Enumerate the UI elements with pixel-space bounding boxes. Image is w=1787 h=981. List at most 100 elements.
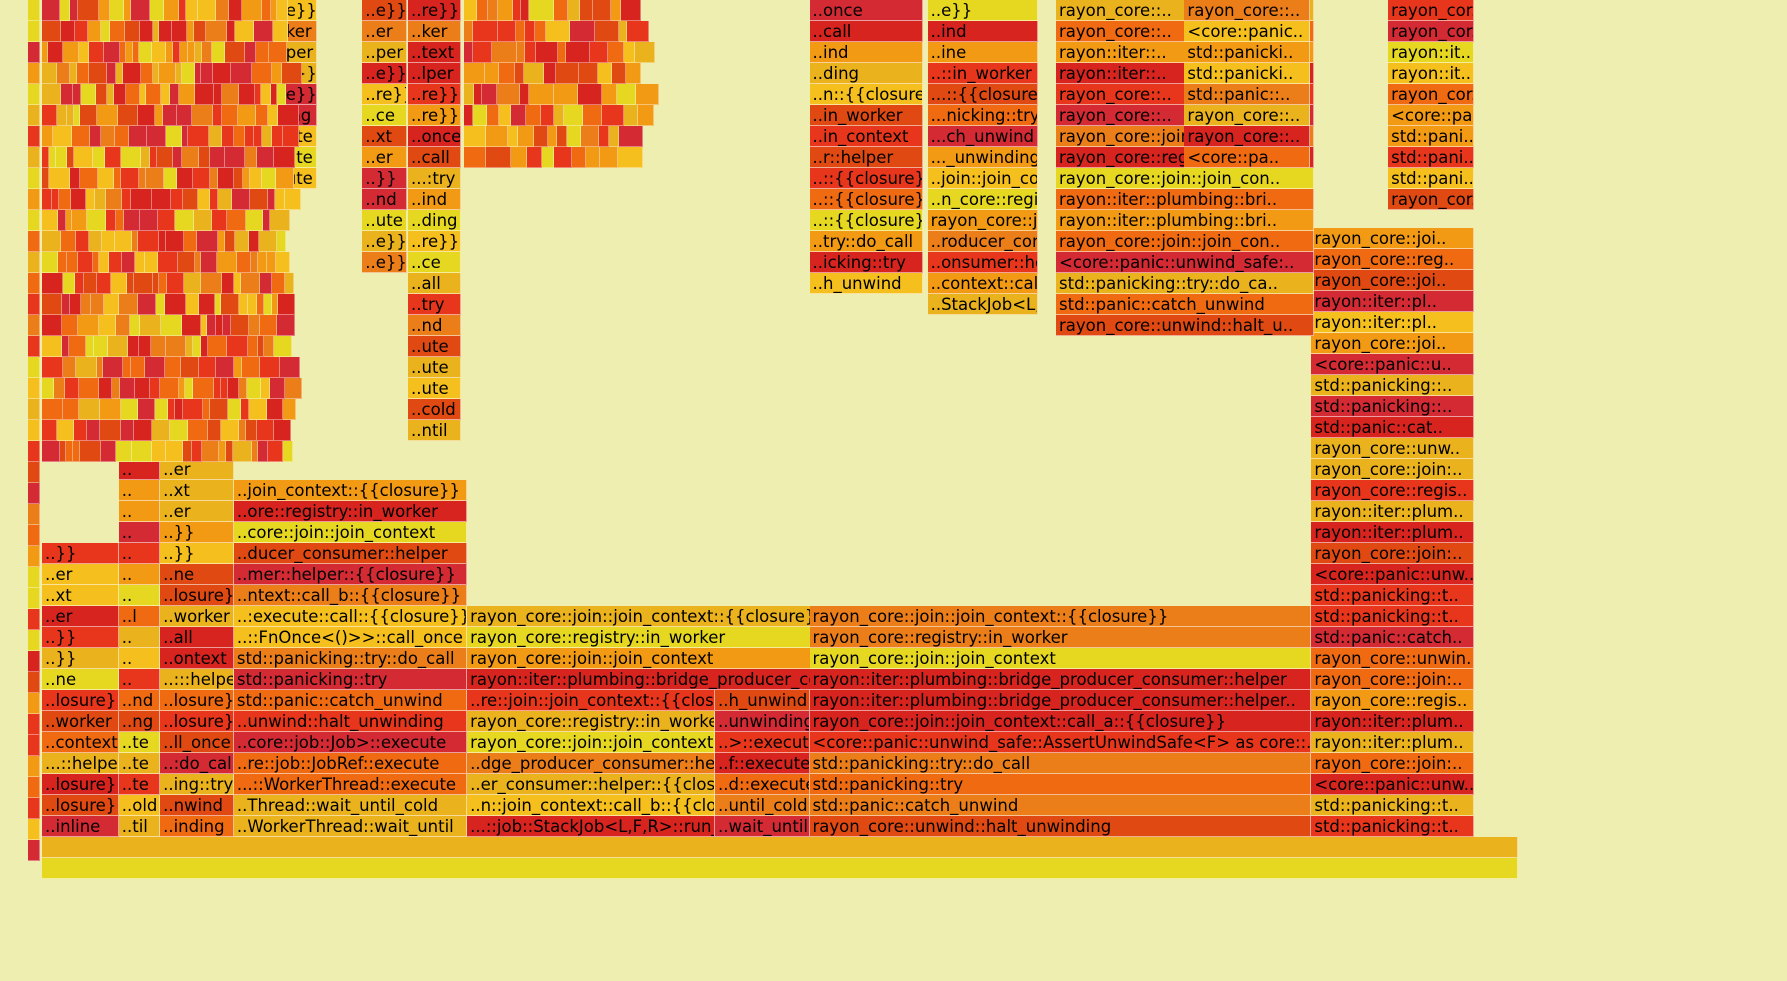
- flame-frame-sliver[interactable]: [116, 210, 124, 231]
- flame-frame-sliver[interactable]: [485, 63, 500, 84]
- flame-frame-sliver[interactable]: [268, 105, 278, 126]
- flame-frame-sliver[interactable]: [609, 126, 620, 147]
- flame-frame[interactable]: ..h_unwind: [809, 273, 924, 294]
- flame-frame[interactable]: ..core::job::Job>::execute: [233, 732, 468, 753]
- flame-frame-sliver[interactable]: [28, 735, 40, 756]
- flame-frame[interactable]: ..ontext: [160, 648, 234, 669]
- flame-frame[interactable]: ..unwinding: [715, 711, 810, 732]
- flame-frame-sliver[interactable]: [79, 378, 99, 399]
- flame-frame[interactable]: std::panicking::t..: [1311, 816, 1474, 837]
- flame-frame-sliver[interactable]: [202, 42, 212, 63]
- flame-frame-sliver[interactable]: [593, 0, 612, 21]
- flame-frame[interactable]: ..r::helper: [809, 147, 924, 168]
- flame-frame-sliver[interactable]: [548, 126, 558, 147]
- flame-frame-sliver[interactable]: [234, 273, 241, 294]
- flame-frame-sliver[interactable]: [277, 84, 286, 105]
- flame-frame[interactable]: ..ce: [408, 252, 462, 273]
- flame-frame[interactable]: rayon_core::registry::in_worker: [809, 627, 1312, 648]
- flame-frame-sliver[interactable]: [74, 147, 93, 168]
- flame-frame-sliver[interactable]: [135, 252, 145, 273]
- flame-frame-sliver[interactable]: [554, 0, 569, 21]
- flame-frame-sliver[interactable]: [42, 231, 61, 252]
- flame-frame-sliver[interactable]: [621, 0, 642, 21]
- flame-frame-sliver[interactable]: [138, 294, 156, 315]
- flame-frame-sliver[interactable]: [160, 378, 179, 399]
- flame-frame-sliver[interactable]: [28, 336, 40, 357]
- flame-frame-sliver[interactable]: [233, 441, 252, 462]
- flame-frame-sliver[interactable]: [182, 126, 188, 147]
- flame-frame-sliver[interactable]: [131, 0, 150, 21]
- flame-frame-sliver[interactable]: [499, 105, 512, 126]
- flame-frame-sliver[interactable]: [239, 84, 255, 105]
- flame-frame-sliver[interactable]: [263, 210, 270, 231]
- flame-frame-sliver[interactable]: [257, 147, 274, 168]
- flame-frame-sliver[interactable]: [110, 21, 125, 42]
- flame-frame-sliver[interactable]: [60, 441, 66, 462]
- flame-frame-sliver[interactable]: [234, 126, 245, 147]
- flame-frame[interactable]: std::panic::..: [1184, 84, 1310, 105]
- flame-frame[interactable]: ..mer::helper::{{closure}}: [233, 564, 468, 585]
- flame-frame-sliver[interactable]: [612, 63, 627, 84]
- flame-frame[interactable]: ...::{{closure}}: [927, 84, 1039, 105]
- flame-frame-sliver[interactable]: [608, 42, 625, 63]
- flame-frame-sliver[interactable]: [179, 378, 185, 399]
- flame-frame-sliver[interactable]: [210, 168, 218, 189]
- flame-frame-sliver[interactable]: [28, 672, 40, 693]
- flame-frame[interactable]: ..: [118, 585, 161, 606]
- flame-frame[interactable]: ..ne: [42, 669, 119, 690]
- flame-frame-sliver[interactable]: [101, 21, 110, 42]
- flame-frame-sliver[interactable]: [197, 231, 218, 252]
- flame-frame[interactable]: ..n::join_context::call_b::{{closure}}: [467, 795, 716, 816]
- flame-frame-sliver[interactable]: [195, 252, 201, 273]
- flame-frame[interactable]: rayon_cor..: [1388, 21, 1474, 42]
- flame-frame-sliver[interactable]: [283, 399, 296, 420]
- flame-frame-sliver[interactable]: [516, 21, 526, 42]
- flame-frame[interactable]: ..losure}}: [42, 690, 119, 711]
- flame-frame-sliver[interactable]: [203, 399, 210, 420]
- flame-frame-sliver[interactable]: [518, 126, 535, 147]
- flame-frame[interactable]: std::panicking::try::do_ca..: [1056, 273, 1315, 294]
- flame-frame-sliver[interactable]: [139, 168, 146, 189]
- flame-frame-sliver[interactable]: [268, 189, 275, 210]
- flame-frame-sliver[interactable]: [206, 21, 227, 42]
- flame-frame-sliver[interactable]: [159, 273, 167, 294]
- flame-frame[interactable]: ..ind: [408, 189, 462, 210]
- flame-frame-sliver[interactable]: [242, 0, 262, 21]
- flame-frame[interactable]: ..e}}: [362, 0, 407, 21]
- flame-frame-sliver[interactable]: [139, 42, 152, 63]
- flame-frame-sliver[interactable]: [464, 126, 487, 147]
- flame-frame-sliver[interactable]: [66, 441, 73, 462]
- flame-frame[interactable]: ..: [118, 543, 161, 564]
- flame-frame-sliver[interactable]: [178, 252, 195, 273]
- flame-frame[interactable]: ..: [118, 627, 161, 648]
- flame-frame-sliver[interactable]: [105, 147, 121, 168]
- flame-frame[interactable]: ..h_unwind: [715, 690, 810, 711]
- flame-frame-sliver[interactable]: [636, 84, 660, 105]
- flame-frame-sliver[interactable]: [80, 441, 101, 462]
- flame-frame[interactable]: ..roducer_consumer::helper: [927, 231, 1039, 252]
- flame-frame-sliver[interactable]: [28, 84, 40, 105]
- flame-frame-sliver[interactable]: [165, 294, 186, 315]
- flame-frame-sliver[interactable]: [57, 105, 67, 126]
- flame-frame[interactable]: ..: [118, 459, 161, 480]
- flame-frame-sliver[interactable]: [252, 63, 272, 84]
- flame-frame-sliver[interactable]: [75, 21, 88, 42]
- flame-frame-sliver[interactable]: [590, 42, 609, 63]
- flame-frame[interactable]: ..er_consumer::helper::{{closure}}: [467, 774, 716, 795]
- flame-frame-sliver[interactable]: [80, 105, 97, 126]
- flame-frame-sliver[interactable]: [595, 21, 620, 42]
- flame-frame[interactable]: std::pani..: [1388, 147, 1474, 168]
- flame-frame[interactable]: ..ducer_consumer::helper: [233, 543, 468, 564]
- flame-frame-sliver[interactable]: [114, 84, 126, 105]
- flame-frame[interactable]: rayon_core::join:..: [1311, 669, 1474, 690]
- flame-frame[interactable]: ...::WorkerThread::execute: [233, 774, 468, 795]
- flame-frame[interactable]: ..: [118, 480, 161, 501]
- flame-frame[interactable]: ..in_worker: [809, 105, 924, 126]
- flame-frame-sliver[interactable]: [525, 42, 537, 63]
- flame-frame-sliver[interactable]: [118, 105, 138, 126]
- flame-frame-sliver[interactable]: [216, 357, 234, 378]
- flame-frame[interactable]: std::panic::cat..: [1311, 417, 1474, 438]
- flame-frame[interactable]: ..e}}: [362, 252, 407, 273]
- flame-frame-sliver[interactable]: [188, 420, 208, 441]
- flame-frame-sliver[interactable]: [78, 315, 99, 336]
